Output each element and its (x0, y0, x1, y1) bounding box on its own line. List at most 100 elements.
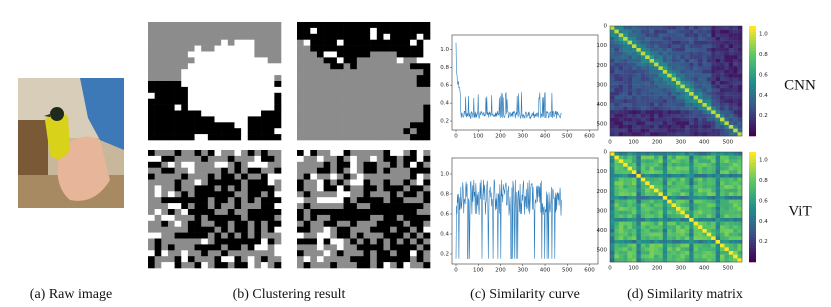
heatmap-cell (702, 152, 707, 156)
cluster-cell (201, 63, 208, 69)
cluster-cell (330, 250, 337, 256)
cluster-cell (330, 99, 337, 105)
cluster-cell (261, 87, 268, 93)
heatmap-cell (636, 211, 641, 215)
cluster-cell (324, 75, 331, 81)
heatmap-cell (619, 258, 624, 262)
heatmap-cell (711, 110, 716, 114)
heatmap-cell (658, 211, 663, 215)
heatmap-cell (663, 163, 668, 167)
cluster-cell (208, 34, 215, 40)
heatmap-cell (623, 203, 628, 207)
heatmap-cell (702, 229, 707, 233)
cluster-cell (317, 215, 324, 221)
heatmap-cell (685, 114, 690, 118)
heatmap-cell (610, 74, 615, 78)
cluster-cell (383, 197, 390, 203)
cluster-cell (317, 168, 324, 174)
heatmap-cell (623, 156, 628, 160)
colorbar-cell (749, 207, 756, 210)
cluster-cell (344, 57, 351, 63)
colorbar-cell (749, 128, 756, 131)
cluster-cell (268, 122, 275, 128)
cluster-cell (274, 227, 281, 233)
heatmap-cell (672, 41, 677, 45)
cluster-cell (234, 52, 241, 58)
heatmap-cell (720, 81, 725, 85)
heatmap-cell (632, 211, 637, 215)
cluster-cell (397, 203, 404, 209)
cluster-cell (310, 69, 317, 75)
heatmap-cell (632, 125, 637, 129)
heatmap-cell (614, 229, 619, 233)
cluster-cell (155, 227, 162, 233)
colorbar-cell (749, 191, 756, 194)
cluster-cell (304, 22, 311, 28)
heatmap-cell (658, 66, 663, 70)
cluster-cell (215, 57, 222, 63)
heatmap-cell (689, 244, 694, 248)
heatmap-cell (667, 44, 672, 48)
cluster-cell (215, 75, 222, 81)
heatmap-cell (663, 192, 668, 196)
cluster-cell (221, 180, 228, 186)
heatmap-cell (707, 152, 712, 156)
heatmap-cell (645, 258, 650, 262)
cluster-cell (208, 244, 215, 250)
heatmap-cell (623, 107, 628, 111)
cluster-cell (324, 81, 331, 87)
heatmap-cell (716, 211, 721, 215)
cluster-cell (215, 81, 222, 87)
cluster-cell (317, 81, 324, 87)
cluster-cell (261, 22, 268, 28)
cluster-cell (215, 134, 222, 140)
heatmap-cell (698, 152, 703, 156)
cluster-cell (383, 69, 390, 75)
heatmap-cell (645, 200, 650, 204)
cluster-cell (364, 191, 371, 197)
cluster-cell (175, 52, 182, 58)
heatmap-cell (667, 74, 672, 78)
cluster-cell (403, 93, 410, 99)
heatmap-cell (689, 229, 694, 233)
cluster-map (148, 150, 281, 268)
cluster-cell (228, 116, 235, 122)
colorbar-cell (749, 254, 756, 257)
heatmap-cell (614, 181, 619, 185)
heatmap-cell (654, 52, 659, 56)
cluster-cell (324, 34, 331, 40)
heatmap-cell (689, 163, 694, 167)
heatmap-cell (663, 129, 668, 133)
heatmap-cell (689, 218, 694, 222)
heatmap-cell (654, 247, 659, 251)
cluster-cell (181, 156, 188, 162)
cluster-cell (234, 28, 241, 34)
heatmap-cell (636, 129, 641, 133)
cluster-cell (297, 75, 304, 81)
heatmap-cell (658, 30, 663, 34)
colorbar-cell (749, 229, 756, 232)
heatmap-cell (658, 214, 663, 218)
cluster-cell (241, 105, 248, 111)
cluster-cell (423, 69, 430, 75)
cluster-cell (168, 262, 175, 268)
heatmap-cell (680, 110, 685, 114)
cluster-cell (228, 34, 235, 40)
cluster-cell (383, 168, 390, 174)
heatmap-cell (702, 156, 707, 160)
cluster-cell (397, 69, 404, 75)
cluster-cell (188, 239, 195, 245)
cluster-cell (181, 87, 188, 93)
heatmap-cell (663, 41, 668, 45)
cluster-cell (201, 250, 208, 256)
heatmap-cell (663, 185, 668, 189)
cluster-cell (168, 75, 175, 81)
cluster-cell (297, 87, 304, 93)
heatmap-cell (733, 167, 738, 171)
cluster-cell (383, 128, 390, 134)
cluster-cell (330, 52, 337, 58)
heatmap-cell (716, 255, 721, 259)
cluster-cell (181, 250, 188, 256)
heatmap-cell (689, 41, 694, 45)
cluster-cell (377, 128, 384, 134)
